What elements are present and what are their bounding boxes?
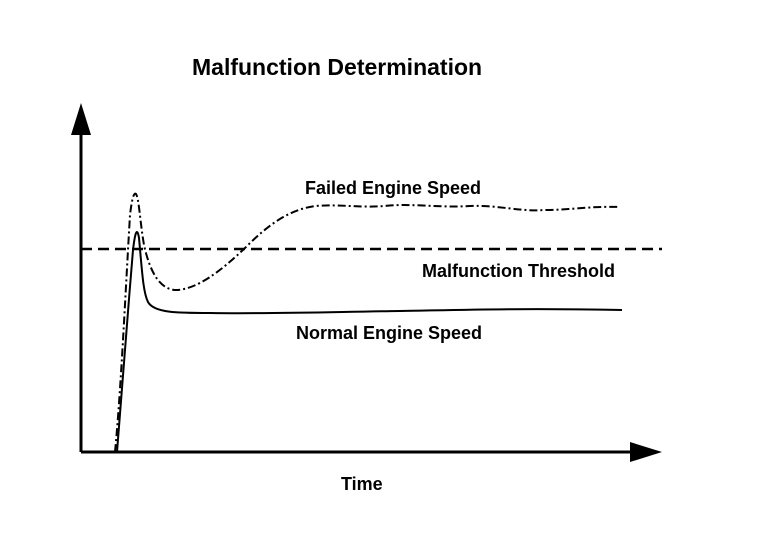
threshold-label: Malfunction Threshold: [422, 261, 615, 281]
diagram-title: Malfunction Determination: [192, 54, 483, 80]
failed-speed-curve: [114, 192, 621, 453]
x-axis-label: Time: [341, 474, 383, 494]
normal-speed-label: Normal Engine Speed: [296, 323, 482, 343]
x-axis-arrowhead: [630, 442, 662, 462]
y-axis-arrowhead: [71, 103, 91, 135]
failed-speed-label: Failed Engine Speed: [305, 178, 481, 198]
normal-speed-curve: [116, 231, 623, 453]
